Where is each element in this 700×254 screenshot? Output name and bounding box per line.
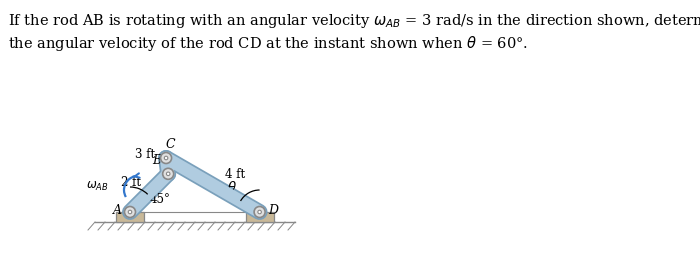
Text: $\theta$: $\theta$	[227, 180, 237, 194]
FancyBboxPatch shape	[116, 212, 144, 222]
Circle shape	[167, 172, 170, 176]
FancyBboxPatch shape	[246, 212, 274, 222]
Text: If the rod AB is rotating with an angular velocity $\omega_{AB}$ = 3 rad/s in th: If the rod AB is rotating with an angula…	[8, 12, 700, 30]
Text: A: A	[113, 204, 122, 217]
Text: the angular velocity of the rod CD at the instant shown when $\theta$ = 60°.: the angular velocity of the rod CD at th…	[8, 34, 528, 53]
Circle shape	[258, 210, 261, 214]
Circle shape	[160, 152, 172, 164]
Text: B: B	[152, 154, 161, 167]
Text: D: D	[269, 204, 279, 217]
Circle shape	[164, 156, 168, 160]
Text: 3 ft: 3 ft	[135, 148, 155, 161]
Text: 45°: 45°	[150, 193, 171, 206]
Text: 2 ft: 2 ft	[121, 176, 141, 189]
Circle shape	[254, 207, 265, 217]
Text: 4 ft: 4 ft	[225, 168, 245, 181]
Text: $\omega_{AB}$: $\omega_{AB}$	[85, 179, 108, 193]
Circle shape	[128, 210, 132, 214]
Circle shape	[125, 207, 136, 217]
Text: C: C	[165, 138, 175, 151]
Circle shape	[162, 168, 174, 179]
